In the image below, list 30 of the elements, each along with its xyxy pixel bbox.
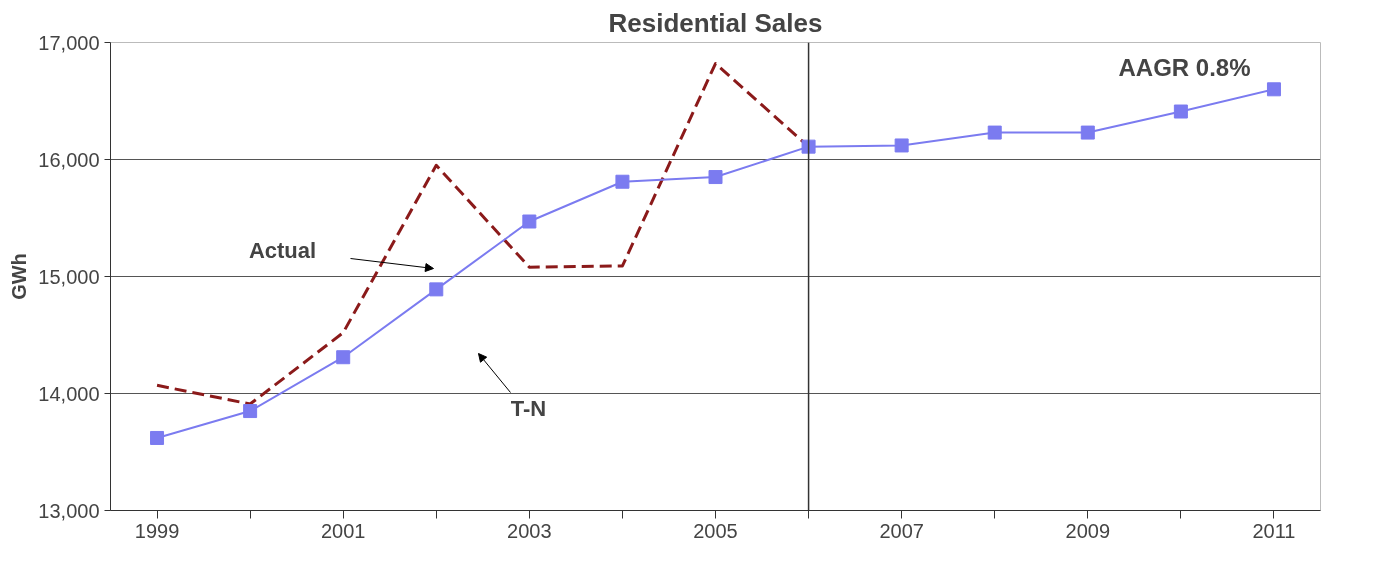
x-tick-label: 2005 [693, 519, 738, 542]
y-tick-label: 14,000 [38, 382, 100, 405]
point [522, 214, 537, 229]
annotation: AAGR 0.8% [1118, 54, 1251, 81]
point [801, 139, 816, 154]
chart-title: Residential Sales [608, 7, 823, 38]
point [1080, 125, 1095, 140]
point [150, 430, 165, 445]
y-axis-title: GWh [8, 253, 31, 300]
y-tick-label: 16,000 [38, 148, 100, 171]
y-tick-label: 15,000 [38, 265, 100, 288]
point [615, 174, 630, 189]
point [894, 138, 909, 153]
point [1173, 104, 1188, 119]
x-tick-label: 2011 [1252, 519, 1296, 542]
point [336, 350, 351, 365]
x-tick-label: 2009 [1065, 519, 1111, 542]
point [987, 125, 1002, 140]
point [1266, 82, 1281, 97]
x-tick-label: 2001 [320, 519, 366, 542]
point [708, 170, 723, 185]
y-tick-label: 13,000 [38, 499, 100, 522]
point [429, 282, 444, 297]
annotation: Actual [248, 238, 317, 263]
x-tick-label: 2003 [507, 519, 552, 542]
point [243, 404, 258, 419]
y-tick-label: 17,000 [38, 31, 100, 54]
x-tick-label: 2007 [879, 519, 924, 542]
x-tick-label: 1999 [134, 519, 180, 542]
annotation: T-N [510, 396, 547, 421]
